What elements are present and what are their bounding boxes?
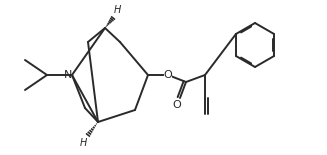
Text: O: O [172, 100, 181, 110]
Text: H: H [114, 5, 121, 15]
Text: N: N [64, 70, 72, 80]
Text: O: O [164, 70, 172, 80]
Text: H: H [80, 138, 87, 148]
